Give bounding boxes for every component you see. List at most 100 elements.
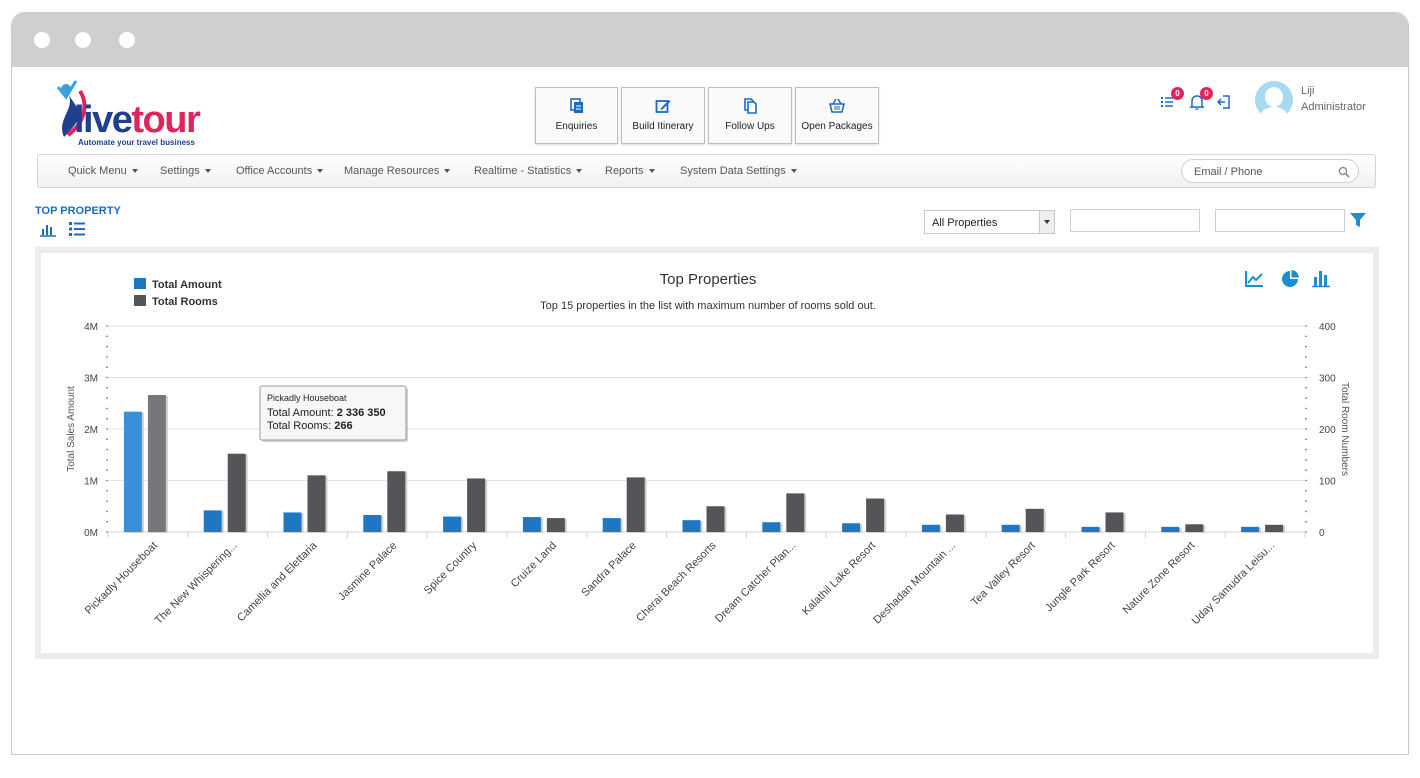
chevron-down-icon xyxy=(1039,211,1054,233)
list-view-icon[interactable] xyxy=(68,221,86,237)
caret-down-icon xyxy=(648,169,655,174)
nav-realtime-statistics[interactable]: Realtime - Statistics xyxy=(474,165,583,177)
y-tick-label: 1M xyxy=(84,477,98,488)
caret-down-icon xyxy=(576,169,583,174)
caret-down-icon xyxy=(444,169,451,174)
bar-total-rooms xyxy=(866,498,885,532)
axis-minor-tick xyxy=(106,448,108,451)
window-dot-icon[interactable] xyxy=(75,32,91,48)
nav-settings[interactable]: Settings xyxy=(160,165,211,177)
logout-icon[interactable] xyxy=(1215,93,1233,111)
axis-minor-tick xyxy=(106,438,108,441)
top-properties-chart: Top Properties Top 15 properties in the l… xyxy=(66,270,1350,627)
open-packages-button[interactable]: Open Packages xyxy=(795,87,879,144)
date-from-input[interactable] xyxy=(1070,209,1200,232)
tasks-list-icon[interactable]: 0 xyxy=(1159,87,1184,111)
axis-minor-tick xyxy=(1305,459,1307,461)
axis-minor-tick xyxy=(106,335,108,338)
window-title-bar xyxy=(12,13,1408,67)
axis-minor-tick xyxy=(106,428,108,430)
enquiries-button[interactable]: Enquiries xyxy=(535,87,618,144)
y2-tick-label: 100 xyxy=(1319,477,1336,488)
nav-office-accounts[interactable]: Office Accounts xyxy=(236,165,324,177)
nav-system-data-settings[interactable]: System Data Settings xyxy=(680,165,797,177)
bar-chart-icon[interactable] xyxy=(1312,271,1330,288)
axis-minor-tick xyxy=(106,407,108,410)
nav-quick-menu[interactable]: Quick Menu xyxy=(68,165,138,177)
date-to-input[interactable] xyxy=(1215,209,1345,232)
x-tick-label: Kalathil Lake Resort xyxy=(800,540,878,618)
x-tick-label: Cruize Land xyxy=(509,540,559,590)
caret-down-icon xyxy=(204,169,211,174)
bar-total-amount xyxy=(1241,526,1260,532)
bell-icon[interactable]: 0 xyxy=(1188,87,1213,111)
axis-minor-tick xyxy=(106,325,108,327)
window-dot-icon[interactable] xyxy=(34,32,50,48)
bar-total-amount xyxy=(921,524,940,532)
x-tick-label: Spice Country xyxy=(422,539,480,597)
pie-chart-icon[interactable] xyxy=(1282,270,1299,287)
x-tick-label: Nature Zone Resort xyxy=(1121,540,1198,617)
search-icon[interactable] xyxy=(1338,166,1350,178)
axis-minor-tick xyxy=(1305,376,1307,379)
legend-label: Total Rooms xyxy=(152,296,218,308)
livetour-logo[interactable]: livetour Automate your travel business xyxy=(54,79,234,151)
bar-total-rooms xyxy=(786,493,805,532)
x-tick-label: The New Whispering... xyxy=(153,540,240,627)
axis-minor-tick xyxy=(106,459,108,461)
files-icon xyxy=(744,98,757,114)
build-itinerary-button[interactable]: Build Itinerary xyxy=(621,87,705,144)
x-tick-label: Pickadly Houseboat xyxy=(83,540,160,617)
axis-minor-tick xyxy=(1305,448,1307,451)
property-filter-select[interactable]: All Properties xyxy=(924,210,1055,234)
tooltip-amount: Total Amount: 2 336 350 xyxy=(267,407,386,419)
copy-icon xyxy=(569,98,583,113)
x-tick-label: Sandra Palace xyxy=(579,540,639,600)
y-tick-label: 0M xyxy=(84,528,98,539)
follow-ups-button[interactable]: Follow Ups xyxy=(708,87,792,144)
bar-total-rooms xyxy=(227,453,246,532)
axis-minor-tick xyxy=(106,366,108,368)
email-phone-input[interactable] xyxy=(1194,164,1334,179)
line-chart-icon[interactable] xyxy=(1245,271,1263,287)
axis-minor-tick xyxy=(106,500,108,502)
logo-figure-icon xyxy=(56,80,87,137)
axis-minor-tick xyxy=(106,376,108,379)
bar-total-rooms xyxy=(307,475,326,532)
bar-total-rooms xyxy=(1185,524,1204,532)
user-name[interactable]: Liji xyxy=(1301,85,1315,97)
y2-tick-label: 0 xyxy=(1319,528,1325,539)
avatar[interactable] xyxy=(1255,81,1293,119)
axis-minor-tick xyxy=(106,531,108,533)
chart-panel: Top Properties Top 15 properties in the l… xyxy=(35,247,1379,659)
x-tick-label: Deshadan Mountain ... xyxy=(871,540,958,627)
axis-minor-tick xyxy=(1305,356,1307,358)
x-tick-label: Cherai Beach Resorts xyxy=(634,539,719,624)
bar-total-rooms xyxy=(626,477,645,532)
bar-total-rooms xyxy=(147,395,166,532)
axis-minor-tick xyxy=(1305,407,1307,410)
y2-tick-label: 200 xyxy=(1319,425,1336,436)
y-tick-label: 2M xyxy=(84,425,98,436)
bar-total-amount xyxy=(363,515,382,532)
nav-manage-resources[interactable]: Manage Resources xyxy=(344,165,451,177)
bar-chart-view-icon[interactable] xyxy=(39,221,57,237)
nav-reports[interactable]: Reports xyxy=(605,165,655,177)
window-dot-icon[interactable] xyxy=(119,32,135,48)
filter-icon[interactable] xyxy=(1349,211,1367,229)
bar-total-amount xyxy=(1161,526,1180,532)
axis-minor-tick xyxy=(1305,345,1307,348)
bar-total-amount xyxy=(1001,524,1020,532)
legend-swatch xyxy=(134,278,146,289)
page-title: TOP PROPERTY xyxy=(35,205,121,217)
axis-minor-tick xyxy=(1305,428,1307,430)
axis-minor-tick xyxy=(1305,531,1307,533)
tooltip-rooms: Total Rooms: 266 xyxy=(267,420,353,432)
axis-minor-tick xyxy=(106,397,108,399)
axis-minor-tick xyxy=(1305,490,1307,492)
bar-total-amount xyxy=(682,520,701,532)
axis-minor-tick xyxy=(106,417,108,420)
user-role: Administrator xyxy=(1301,101,1366,113)
x-tick-label: Tea Valley Resort xyxy=(969,540,1038,609)
axis-minor-tick xyxy=(1305,500,1307,502)
